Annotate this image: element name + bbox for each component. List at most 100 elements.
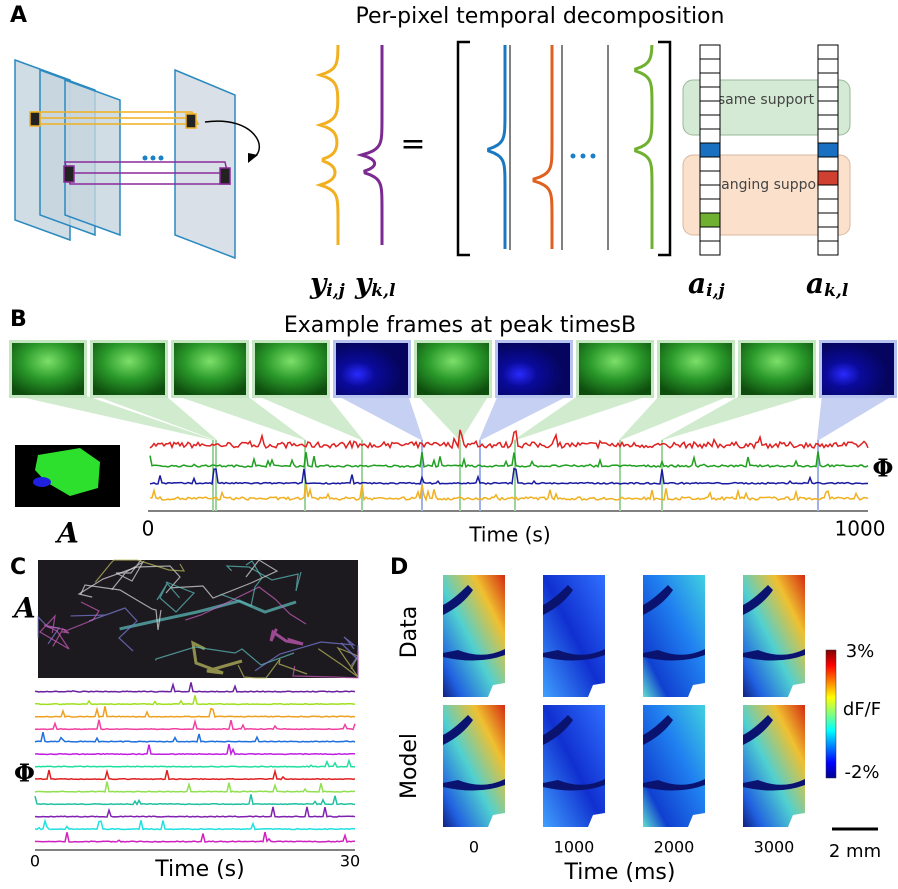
box-label: changing support	[705, 177, 828, 193]
x-tick-label: 0	[142, 517, 155, 541]
activity-map	[743, 705, 805, 827]
map-mask	[743, 715, 805, 791]
trace	[34, 695, 356, 706]
vector-cell	[817, 58, 839, 74]
vector-cell	[817, 142, 839, 158]
map-edge	[788, 813, 805, 827]
x-tick-label: 0	[30, 852, 40, 871]
neurite	[80, 584, 162, 631]
trace	[34, 794, 356, 806]
temporal-traces	[149, 429, 869, 511]
vector-cell	[699, 156, 721, 172]
vector-cell	[699, 72, 721, 88]
temporal-label: Φ	[14, 759, 35, 788]
x-tick-label: 30	[340, 852, 360, 871]
map-edge	[688, 683, 705, 697]
spatial-image	[37, 559, 359, 679]
subscript: k,l	[824, 281, 849, 301]
frame	[12, 343, 84, 395]
vector-cell	[817, 72, 839, 88]
trace	[34, 706, 356, 718]
vector-cell	[699, 170, 721, 186]
map-mask	[443, 585, 505, 661]
map-edge	[488, 813, 505, 827]
frame	[660, 343, 732, 395]
equals-sign: =	[400, 127, 425, 162]
frame	[417, 343, 489, 395]
frame	[579, 343, 651, 395]
vector-cell	[699, 198, 721, 214]
vector-cell	[699, 226, 721, 242]
spatial-label: A	[11, 592, 36, 625]
temporal-traces	[34, 681, 356, 843]
bracket	[456, 40, 672, 257]
trace	[149, 467, 869, 486]
trace	[34, 744, 356, 757]
vector-cell	[817, 212, 839, 228]
frame	[822, 343, 894, 395]
x-axis-label: Time (s)	[468, 523, 550, 547]
map-edge	[488, 683, 505, 697]
neurite	[170, 559, 279, 599]
vector-cell	[817, 184, 839, 200]
trace	[532, 45, 554, 249]
subscript: k,l	[371, 281, 396, 301]
x-tick-label: 1000	[554, 838, 595, 857]
row-label: Model	[397, 733, 422, 799]
math-symbol: yi,j	[309, 267, 346, 301]
x-axis-label: Time (ms)	[564, 860, 676, 885]
colorbar-label: dF/F	[843, 699, 881, 720]
math-symbol: ak,l	[806, 267, 849, 301]
vector-cell	[817, 44, 839, 60]
trace	[356, 45, 384, 245]
trace	[149, 451, 869, 469]
spatial-label: A	[54, 517, 79, 550]
activity-map	[543, 705, 605, 827]
symbol: a	[806, 267, 824, 300]
neurite	[254, 636, 356, 672]
trace	[149, 484, 869, 502]
trace	[34, 818, 355, 831]
subscript: i,j	[706, 281, 725, 301]
frame-connector	[93, 395, 217, 440]
x-tick-label: 1000	[835, 517, 886, 541]
row-label: Data	[397, 606, 422, 659]
map-edge	[588, 813, 605, 827]
trace	[34, 806, 356, 818]
basis-dots	[570, 153, 596, 159]
neurite	[269, 628, 304, 646]
activity-map	[443, 705, 505, 827]
neurite	[220, 560, 263, 607]
neurite	[191, 640, 243, 675]
trace	[34, 781, 356, 794]
vector-cell	[699, 100, 721, 116]
trace	[34, 831, 356, 843]
panel-title: Example frames at peak timesB	[284, 313, 636, 338]
colorbar-max: 3%	[846, 641, 875, 662]
vector-cell	[817, 114, 839, 130]
trace	[315, 44, 340, 245]
trace	[634, 44, 654, 249]
vector-cell	[817, 128, 839, 144]
vector-cell	[817, 86, 839, 102]
x-tick-label: 3000	[754, 838, 795, 857]
symbol: a	[688, 267, 706, 300]
vector-cell	[699, 128, 721, 144]
trace	[34, 718, 356, 731]
vector-cell	[817, 198, 839, 214]
activity-maps	[443, 575, 805, 827]
neurite	[70, 607, 138, 652]
trace	[35, 758, 356, 768]
map-mask	[643, 585, 705, 661]
coefficient-vectors	[699, 44, 839, 256]
trace	[149, 429, 869, 450]
vector-cell	[817, 100, 839, 116]
map-edge	[788, 683, 805, 697]
activity-map	[543, 575, 605, 697]
vector-cell	[699, 44, 721, 60]
neurite	[39, 614, 70, 650]
changing-support-box	[682, 154, 851, 236]
trace	[487, 45, 507, 249]
